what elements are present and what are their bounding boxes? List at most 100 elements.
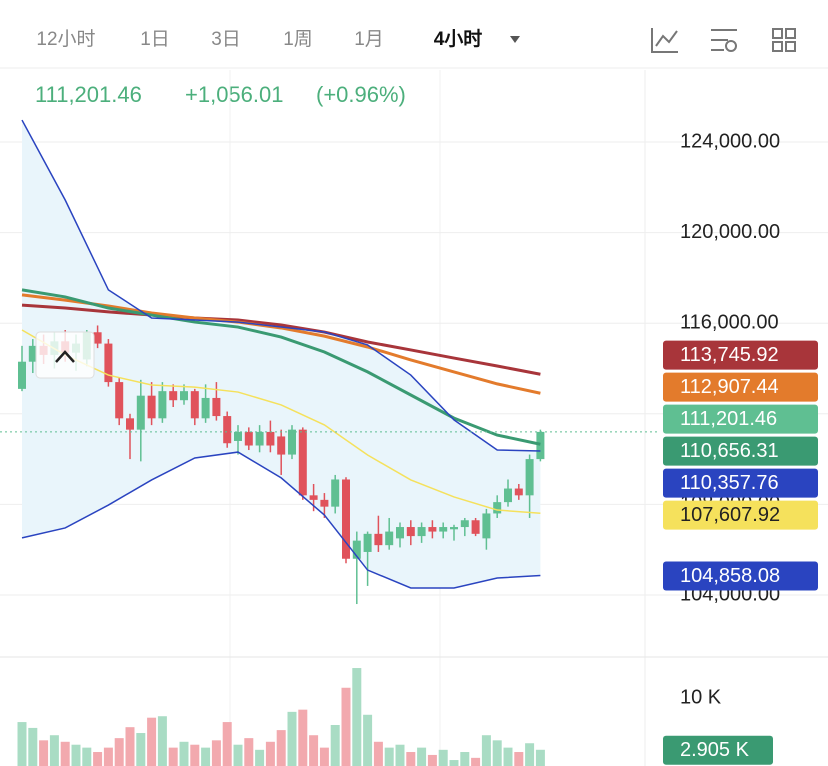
volume-bar bbox=[363, 714, 373, 766]
volume-bar bbox=[287, 711, 297, 766]
candle-body bbox=[342, 479, 350, 559]
candle-body bbox=[493, 502, 502, 514]
layout-icon[interactable] bbox=[772, 28, 796, 52]
volume-bar bbox=[535, 749, 545, 766]
price-badge-label: 111,201.46 bbox=[680, 408, 777, 430]
volume-bar bbox=[17, 722, 27, 766]
candle-body bbox=[244, 431, 253, 446]
candle-body bbox=[439, 527, 448, 532]
volume-bar bbox=[222, 722, 232, 766]
tab[interactable]: 4小时 bbox=[434, 28, 483, 50]
volume-bar bbox=[406, 752, 416, 766]
candle-body bbox=[298, 429, 307, 496]
volume-bar bbox=[168, 747, 178, 766]
volume-bar bbox=[103, 747, 113, 766]
collapse-button[interactable] bbox=[35, 331, 95, 379]
indicator-line bbox=[21, 451, 541, 589]
tab[interactable]: 1月 bbox=[354, 29, 384, 50]
volume-bar bbox=[438, 749, 448, 766]
candle-body bbox=[406, 527, 415, 537]
volume-bar bbox=[157, 716, 167, 766]
volume-bar bbox=[395, 744, 405, 766]
candle-body bbox=[352, 540, 361, 559]
settings-icon[interactable] bbox=[711, 29, 737, 52]
price-badge bbox=[663, 468, 818, 498]
candle-body bbox=[158, 391, 167, 419]
volume-bar bbox=[492, 740, 502, 766]
plot: 12小时1日3日1周1月4小时104,000.00108,000.00112,0… bbox=[0, 28, 828, 766]
volume-bar bbox=[330, 724, 340, 766]
price-badge bbox=[663, 404, 818, 434]
volume-bar bbox=[190, 744, 200, 766]
indicator-line bbox=[21, 119, 541, 452]
candle-body bbox=[201, 397, 210, 419]
volume-bar bbox=[309, 735, 319, 766]
volume-bar bbox=[352, 668, 362, 766]
candle-body bbox=[471, 520, 480, 534]
candle-body bbox=[525, 459, 534, 496]
volume-bar bbox=[481, 735, 491, 766]
tab[interactable]: 1日 bbox=[140, 29, 170, 50]
dropdown-arrow[interactable] bbox=[510, 36, 520, 43]
price-badge-label: 110,357.76 bbox=[680, 472, 779, 494]
indicator-line bbox=[21, 303, 541, 376]
volume-bar bbox=[179, 741, 189, 766]
volume-bar bbox=[341, 687, 351, 766]
candle-body bbox=[482, 513, 491, 539]
change: +1,056.01 bbox=[185, 82, 283, 107]
candle-body bbox=[309, 495, 318, 500]
candle-body bbox=[223, 416, 232, 444]
volume-bar bbox=[244, 738, 254, 766]
candle-body bbox=[126, 418, 134, 430]
price-badge bbox=[663, 436, 818, 466]
indicator-icon[interactable] bbox=[651, 28, 678, 53]
volume-bar bbox=[319, 747, 329, 766]
candle-body bbox=[536, 431, 545, 460]
candle-body bbox=[28, 345, 37, 362]
volume-bar bbox=[125, 727, 135, 766]
candle-body bbox=[363, 533, 372, 552]
candle-body bbox=[396, 527, 404, 539]
volume-bar bbox=[255, 749, 265, 766]
volume-bar bbox=[211, 740, 221, 766]
tab[interactable]: 12小时 bbox=[36, 28, 95, 50]
price-badge-label: 112,907.44 bbox=[680, 376, 779, 398]
candle-body bbox=[331, 479, 340, 507]
candle-body bbox=[190, 391, 199, 419]
candle-body bbox=[18, 361, 26, 389]
candle-body bbox=[385, 531, 394, 546]
candle-body bbox=[417, 527, 426, 537]
volume-bar bbox=[49, 735, 59, 766]
volume-bar bbox=[525, 743, 535, 766]
price-badge-label: 104,858.08 bbox=[680, 565, 780, 587]
candle-body bbox=[136, 395, 145, 430]
candle-body bbox=[514, 488, 523, 496]
collapse-chevron bbox=[55, 350, 75, 363]
band-fill bbox=[22, 120, 541, 588]
tab[interactable]: 3日 bbox=[211, 29, 241, 50]
volume-bar bbox=[93, 752, 103, 766]
candle-body bbox=[450, 527, 458, 530]
volume-bar bbox=[201, 747, 211, 766]
volume-bar bbox=[265, 741, 275, 766]
y-tick-label: 124,000.00 bbox=[680, 130, 780, 152]
volume-bar bbox=[503, 747, 513, 766]
volume-bar bbox=[82, 747, 92, 766]
candle-body bbox=[212, 397, 221, 417]
indicator-line bbox=[21, 293, 541, 395]
candle-body bbox=[504, 488, 512, 503]
volume-bar bbox=[39, 740, 49, 766]
candle-body bbox=[320, 499, 329, 507]
candle-body bbox=[180, 391, 188, 401]
price-badge-label: 110,656.31 bbox=[680, 440, 779, 462]
volume-bar bbox=[384, 747, 394, 766]
volume-bar bbox=[147, 717, 157, 766]
tab[interactable]: 1周 bbox=[283, 29, 313, 50]
price-badge bbox=[663, 372, 818, 402]
volume-bar bbox=[71, 744, 81, 766]
volume-badge-label: 2.905 K bbox=[680, 739, 750, 761]
candle-body bbox=[428, 527, 437, 532]
volume-badge bbox=[663, 735, 773, 765]
